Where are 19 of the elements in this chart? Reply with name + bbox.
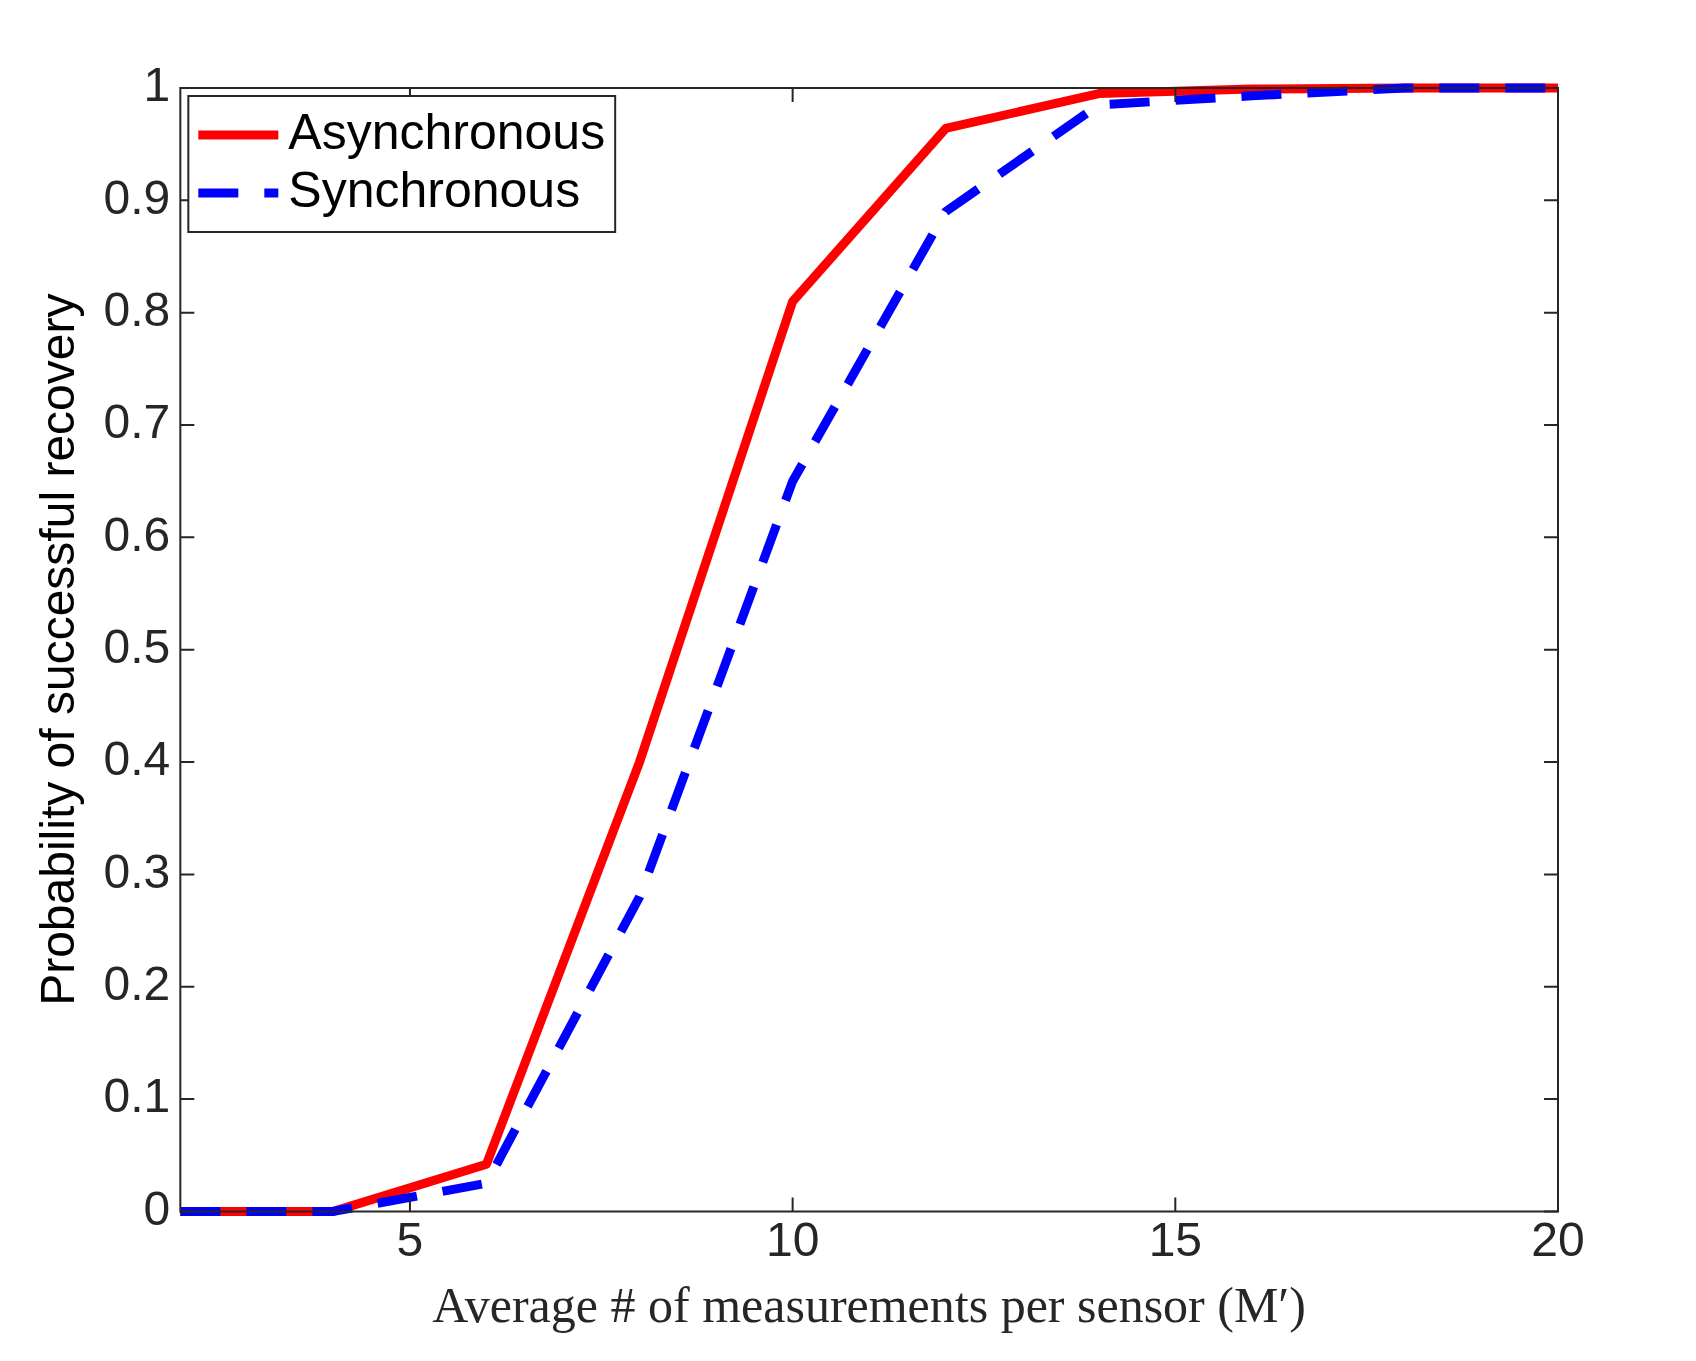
x-tick-label: 5 [396,1213,424,1267]
y-tick-label: 0.5 [103,619,171,673]
x-tick-label: 10 [765,1213,820,1267]
y-tick-label: 0.3 [103,844,171,898]
y-axis-title: Probability of successful recovery [31,293,85,1006]
legend-label: Asynchronous [288,103,606,160]
y-tick-label: 0.1 [103,1069,171,1123]
y-tick-label: 0.2 [103,956,171,1010]
y-tick-label: 0.6 [103,507,171,561]
y-tick-label: 1 [143,58,171,112]
y-tick-label: 0.7 [103,395,171,449]
x-tick-label: 15 [1148,1213,1203,1267]
y-tick-label: 0.8 [103,282,171,336]
x-tick-label: 20 [1531,1213,1585,1267]
y-tick-label: 0 [143,1181,171,1235]
x-axis-title: Average # of measurements per sensor (M′) [432,1277,1306,1334]
y-tick-label: 0.9 [103,170,171,224]
legend-label: Synchronous [288,161,581,218]
y-tick-label: 0.4 [103,732,171,786]
